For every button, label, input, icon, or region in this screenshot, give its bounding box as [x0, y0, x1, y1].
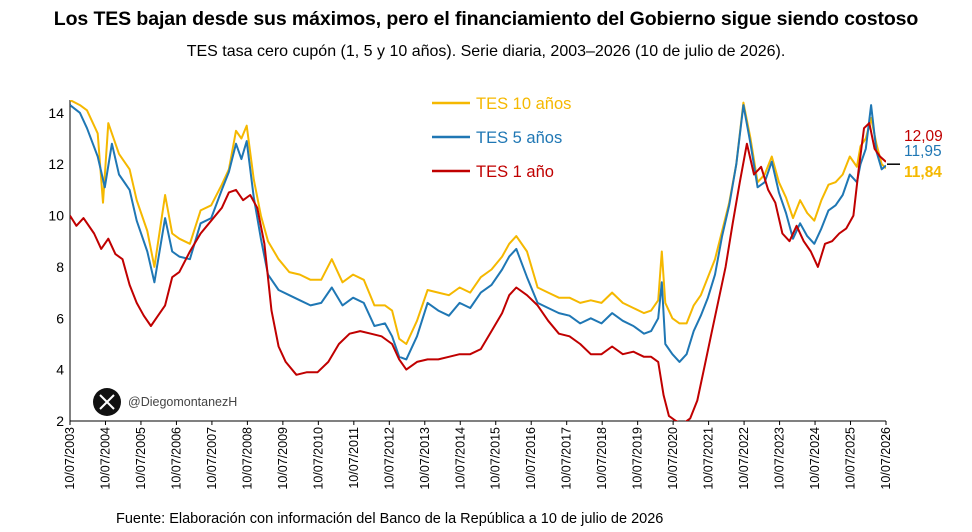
- x-tick-label: 10/07/2009: [276, 427, 290, 490]
- x-tick-label: 10/07/2005: [134, 427, 148, 490]
- x-tick-label: 10/07/2024: [808, 427, 822, 490]
- x-tick-label: 10/07/2003: [63, 427, 77, 490]
- chart-subtitle: TES tasa cero cupón (1, 5 y 10 años). Se…: [186, 43, 786, 60]
- x-tick-label: 10/07/2004: [98, 427, 112, 490]
- x-tick-label: 10/07/2013: [418, 427, 432, 490]
- x-logo-mark: [99, 394, 115, 410]
- x-tick-label: 10/07/2016: [524, 427, 538, 490]
- watermark: @DiegomontanezH: [93, 388, 237, 416]
- legend-label: TES 10 años: [476, 95, 571, 113]
- x-tick-label: 10/07/2012: [382, 427, 396, 490]
- end-value-label: 12,09: [904, 128, 943, 145]
- y-tick-label: 14: [48, 105, 64, 121]
- x-axis: 10/07/2003 10/07/2004 10/07/2005 10/07/2006…: [63, 420, 893, 490]
- legend-label: TES 1 año: [476, 163, 554, 181]
- y-tick-label: 4: [56, 362, 64, 378]
- x-tick-label: 10/07/2015: [489, 427, 503, 490]
- y-tick-label: 2: [56, 413, 64, 429]
- x-tick-label: 10/07/2006: [169, 427, 183, 490]
- x-tick-label: 10/07/2011: [347, 427, 361, 489]
- series-line-tes5: [70, 104, 886, 363]
- x-tick-label: 10/07/2020: [666, 427, 680, 490]
- series-line-tes1: [70, 122, 886, 421]
- x-tick-label: 10/07/2021: [702, 427, 716, 490]
- legend: TES 10 años TES 5 años TES 1 año: [432, 95, 571, 181]
- x-tick-label: 10/07/2010: [311, 427, 325, 490]
- end-value-label: 11,84: [904, 164, 942, 181]
- source-note: Fuente: Elaboración con información del …: [116, 511, 664, 527]
- y-tick-label: 12: [48, 156, 64, 172]
- legend-label: TES 5 años: [476, 129, 562, 147]
- y-tick-label: 6: [56, 310, 64, 326]
- x-tick-label: 10/07/2023: [773, 427, 787, 490]
- series-line-tes10: [70, 100, 886, 345]
- end-value-label: 11,95: [904, 143, 942, 160]
- y-axis: 2 4 6 8 10 12 14: [48, 100, 71, 429]
- x-tick-label: 10/07/2025: [844, 427, 858, 490]
- x-tick-label: 10/07/2014: [453, 427, 467, 490]
- x-tick-label: 10/07/2019: [631, 427, 645, 490]
- x-tick-label: 10/07/2018: [595, 427, 609, 490]
- x-tick-label: 10/07/2017: [560, 427, 574, 490]
- x-tick-label: 10/07/2007: [205, 427, 219, 490]
- chart-title: Los TES bajan desde sus máximos, pero el…: [53, 8, 919, 30]
- y-tick-label: 8: [56, 259, 64, 275]
- x-tick-label: 10/07/2026: [879, 427, 893, 490]
- y-tick-label: 10: [48, 208, 64, 224]
- x-tick-label: 10/07/2008: [240, 427, 254, 490]
- watermark-handle: @DiegomontanezH: [128, 395, 237, 409]
- plot-area: [70, 100, 886, 421]
- x-tick-label: 10/07/2022: [737, 427, 751, 490]
